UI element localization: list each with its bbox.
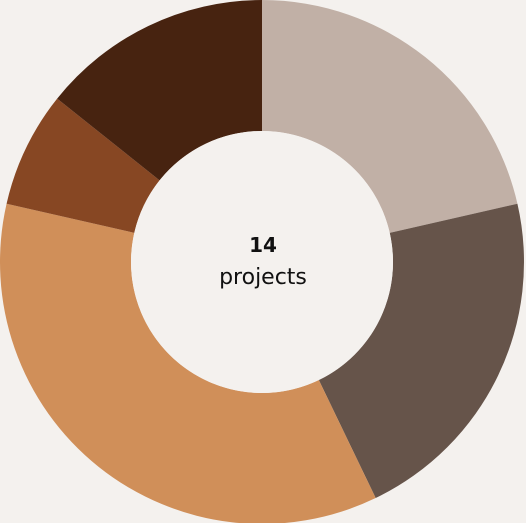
donut-slice-3 <box>0 203 376 523</box>
center-total-value: 14 <box>249 233 277 257</box>
donut-slice-1 <box>262 0 518 233</box>
center-total-label: projects <box>219 265 307 290</box>
donut-center-hole <box>131 131 393 393</box>
donut-slice-5 <box>57 0 262 181</box>
donut-slice-4 <box>6 98 160 233</box>
donut-slice-2 <box>318 203 524 499</box>
